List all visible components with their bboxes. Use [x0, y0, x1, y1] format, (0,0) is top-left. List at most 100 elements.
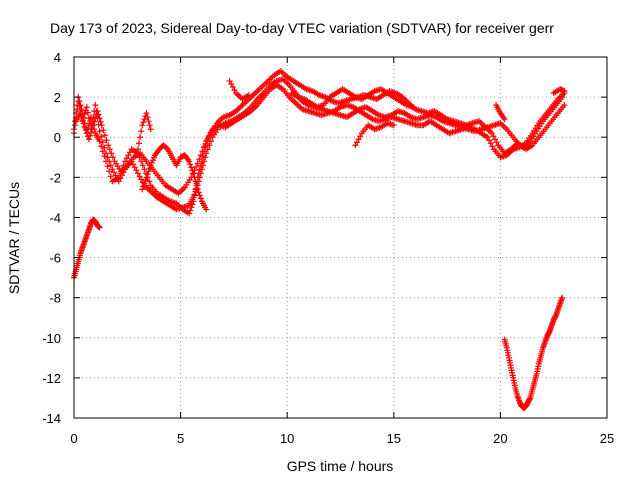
data-point [484, 134, 491, 141]
data-point [143, 174, 150, 181]
data-point [198, 158, 205, 165]
data-point [201, 148, 208, 155]
data-point [88, 129, 95, 136]
data-point [96, 224, 103, 231]
data-point [197, 162, 204, 169]
data-point [118, 166, 125, 173]
data-point [194, 186, 201, 193]
data-point [94, 108, 101, 115]
series-track-f [501, 294, 566, 411]
y-tick-label: -6 [49, 251, 61, 266]
y-axis-label: SDTVAR / TECUs [6, 182, 22, 294]
data-point [102, 150, 109, 157]
y-tick-label: -8 [49, 291, 61, 306]
data-point [83, 130, 90, 137]
data-point [126, 149, 133, 156]
data-point [98, 122, 105, 129]
data-point [109, 154, 116, 161]
data-point [95, 111, 102, 118]
x-tick-label: 20 [493, 431, 507, 446]
data-point [186, 210, 193, 217]
data-point [195, 189, 202, 196]
data-point [145, 168, 152, 175]
data-point [101, 144, 108, 151]
data-point [204, 146, 211, 153]
data-point [106, 168, 113, 175]
data-point [99, 139, 106, 146]
y-tick-label: -12 [42, 371, 61, 386]
data-point [96, 128, 103, 135]
data-point [203, 206, 210, 213]
data-point [78, 106, 85, 113]
data-point [144, 114, 151, 121]
data-point [80, 115, 87, 122]
data-point [97, 118, 104, 125]
data-point [186, 158, 193, 165]
data-point [138, 176, 145, 183]
data-point [77, 102, 84, 109]
data-point [134, 170, 141, 177]
data-point [133, 167, 140, 174]
data-point [138, 128, 145, 135]
x-axis-label: GPS time / hours [287, 458, 394, 474]
data-point [88, 114, 95, 121]
y-tick-label: -4 [49, 210, 61, 225]
data-point [487, 140, 494, 147]
data-point [79, 110, 86, 117]
data-point [138, 158, 145, 165]
data-point [207, 129, 214, 136]
data-marks [71, 68, 568, 411]
series-track-b [73, 68, 566, 197]
data-point [163, 145, 170, 152]
data-point [229, 84, 236, 91]
data-point [188, 204, 195, 211]
data-point [104, 154, 111, 161]
data-point [120, 162, 127, 169]
data-point [192, 178, 199, 185]
data-point [354, 139, 361, 146]
data-point [106, 146, 113, 153]
data-point [390, 122, 397, 129]
data-point [85, 136, 92, 143]
data-point [137, 134, 144, 141]
data-point [139, 186, 146, 193]
data-point [141, 166, 148, 173]
y-tick-label: 2 [54, 90, 61, 105]
data-point [96, 138, 103, 145]
data-point [355, 136, 362, 143]
data-point [196, 192, 203, 199]
axis-ticks: 0 5 10 15 20 25 -14 -12 -10 -8 -6 -4 -2 0 2 4 [42, 50, 614, 446]
data-point [103, 137, 110, 144]
data-point [231, 87, 238, 94]
data-point [501, 116, 508, 123]
data-point [81, 120, 88, 127]
data-point [123, 155, 130, 162]
data-point [136, 140, 143, 147]
x-tick-label: 0 [70, 431, 77, 446]
data-point [144, 171, 151, 178]
data-point [147, 126, 154, 133]
data-point [140, 119, 147, 126]
data-point [189, 167, 196, 174]
data-point [146, 178, 153, 185]
data-point [204, 135, 211, 142]
data-point [84, 109, 91, 116]
data-point [99, 148, 106, 155]
y-tick-label: 4 [54, 50, 61, 65]
y-tick-label: 0 [54, 130, 61, 145]
y-tick-label: -2 [49, 170, 61, 185]
y-tick-label: -14 [42, 411, 61, 426]
data-point [187, 207, 194, 214]
data-point [139, 122, 146, 129]
data-point [110, 169, 117, 176]
data-point [559, 294, 566, 301]
data-point [357, 133, 364, 140]
data-point [245, 92, 252, 99]
data-point [493, 139, 500, 146]
data-point [226, 78, 233, 85]
data-point [191, 174, 198, 181]
data-point [122, 158, 129, 165]
x-tick-label: 10 [280, 431, 294, 446]
data-point [486, 137, 493, 144]
